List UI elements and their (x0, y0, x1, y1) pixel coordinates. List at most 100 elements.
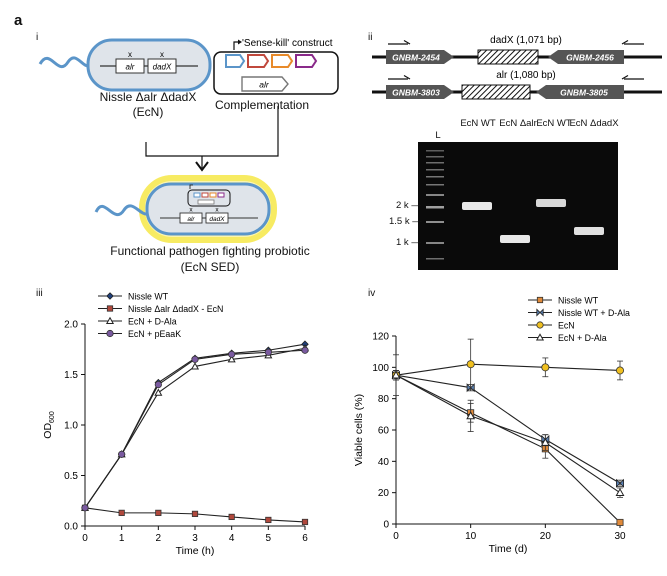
data-point (301, 346, 309, 354)
flagellum (94, 204, 149, 217)
y-tick-label: 80 (378, 394, 390, 405)
viability-chart: 0 10 20 30 0 20 40 60 80 100 120 Time (d) Viable cel… (353, 295, 630, 555)
gene-arrow-right (536, 85, 624, 99)
data-point (301, 518, 309, 526)
legend-label: EcN (558, 320, 575, 330)
gel-image (418, 142, 618, 270)
ladder-mark-text: 1.5 k (389, 216, 410, 227)
x-tick-label: 6 (302, 533, 308, 544)
data-point (540, 437, 550, 446)
inner-plasmid (187, 189, 231, 207)
legend-label: Nissle WT (128, 291, 169, 301)
legend-label: Nissle Δalr ΔdadX - EcN (128, 304, 223, 314)
plasmid-backbone (213, 51, 339, 95)
y-tick-label: 0.0 (64, 522, 78, 533)
bacterium-cell (145, 182, 271, 236)
x-tick-label: 5 (266, 533, 272, 544)
knockout-mark: x (128, 50, 132, 59)
y-tick-label: 2.0 (64, 320, 78, 331)
y-tick-label: 60 (378, 426, 390, 437)
gene-blue (225, 54, 246, 68)
legend-label: Nissle WT (558, 295, 599, 305)
ladder-mark: 1.5 k — (389, 216, 422, 227)
panel-letter: a (14, 12, 23, 29)
x-tick-label: 4 (229, 533, 235, 544)
data-point (155, 509, 162, 516)
subpanel-ii-label: ii (368, 32, 373, 43)
knockout-mark: x (160, 50, 164, 59)
data-point (391, 370, 401, 379)
knockout-mark: x (189, 207, 193, 214)
data-point (466, 360, 475, 369)
alr-hatched-gene (461, 84, 531, 100)
data-point (265, 516, 272, 524)
complementation-label: Complementation (214, 98, 310, 112)
ladder-mark: 2 k — (396, 200, 421, 211)
data-point (616, 478, 624, 488)
probiotic-abbrev: (EcN SED) (180, 260, 240, 274)
dadx-gene-box (147, 58, 177, 74)
x-tick-label: 0 (393, 531, 399, 542)
x-tick-label: 10 (465, 531, 477, 542)
alr-gene-label: alr (187, 216, 195, 223)
gene-orange (271, 54, 294, 68)
data-point (536, 308, 544, 317)
ladder-mark-text: 1 k (396, 237, 409, 248)
data-point (536, 296, 544, 304)
x-tick-label: 30 (614, 531, 626, 542)
gene-purple (295, 54, 318, 68)
knockout-mark: x (215, 207, 219, 214)
gene-name: GNBM-2454 (392, 53, 440, 63)
series-line (395, 363, 621, 376)
ladder-mark-text: 2 k (396, 200, 409, 211)
data-point (154, 381, 162, 389)
y-tick-label: 20 (378, 488, 390, 499)
data-point (105, 316, 115, 325)
data-point (228, 350, 236, 358)
y-tick-label: 100 (372, 363, 389, 374)
probiotic-label: Functional pathogen fighting probiotic (110, 244, 310, 258)
y-axis-label: Viable cells (%) (353, 394, 365, 466)
data-point (106, 292, 114, 300)
data-point (118, 450, 126, 458)
series-line (84, 347, 306, 509)
x-tick-label: 3 (192, 533, 198, 544)
gene-arrow-left (386, 50, 454, 64)
y-tick-label: 0 (383, 520, 389, 531)
gel-band (574, 227, 604, 235)
data-point (615, 488, 625, 497)
data-point (616, 518, 624, 526)
x-tick-label: 0 (82, 533, 88, 544)
gene-arrow-right (548, 50, 624, 64)
y-tick-label: 40 (378, 457, 390, 468)
dadx-gene-label: dadX (209, 216, 225, 223)
lane-label: EcN WT (534, 118, 574, 130)
alr-gene-label: alr (126, 63, 135, 72)
strain-label: Nissle Δalr ΔdadX (99, 90, 197, 104)
series-line (395, 374, 621, 484)
x-axis-label: Time (h) (176, 545, 215, 557)
y-tick-label: 1.5 (64, 370, 78, 381)
x-tick-label: 2 (156, 533, 162, 544)
data-point (191, 355, 199, 363)
data-point (118, 509, 125, 516)
legend-label: Nissle WT + D-Ala (558, 308, 630, 318)
data-point (81, 504, 89, 512)
lane-label: EcN Δalr (498, 118, 538, 130)
series-line (84, 349, 306, 509)
gene-name: GNBM-2456 (566, 53, 614, 63)
y-tick-label: 0.5 (64, 471, 78, 482)
x-tick-label: 20 (540, 531, 552, 542)
alr-gene-box (115, 58, 145, 74)
gel-band (500, 235, 530, 243)
construct-title: 'Sense-kill' construct (242, 38, 333, 49)
subpanel-iv-label: iv (368, 288, 376, 299)
panel-i-diagram: alr dadX x x 'Sense-kill' construct alr … (38, 38, 339, 243)
data-point (106, 329, 114, 338)
data-point (106, 305, 114, 312)
merge-bracket (145, 106, 279, 157)
series-line (395, 374, 621, 523)
gene-name: GNBM-3803 (392, 88, 440, 98)
data-point (615, 366, 624, 375)
lane-text: EcN ΔdadX (569, 118, 619, 129)
